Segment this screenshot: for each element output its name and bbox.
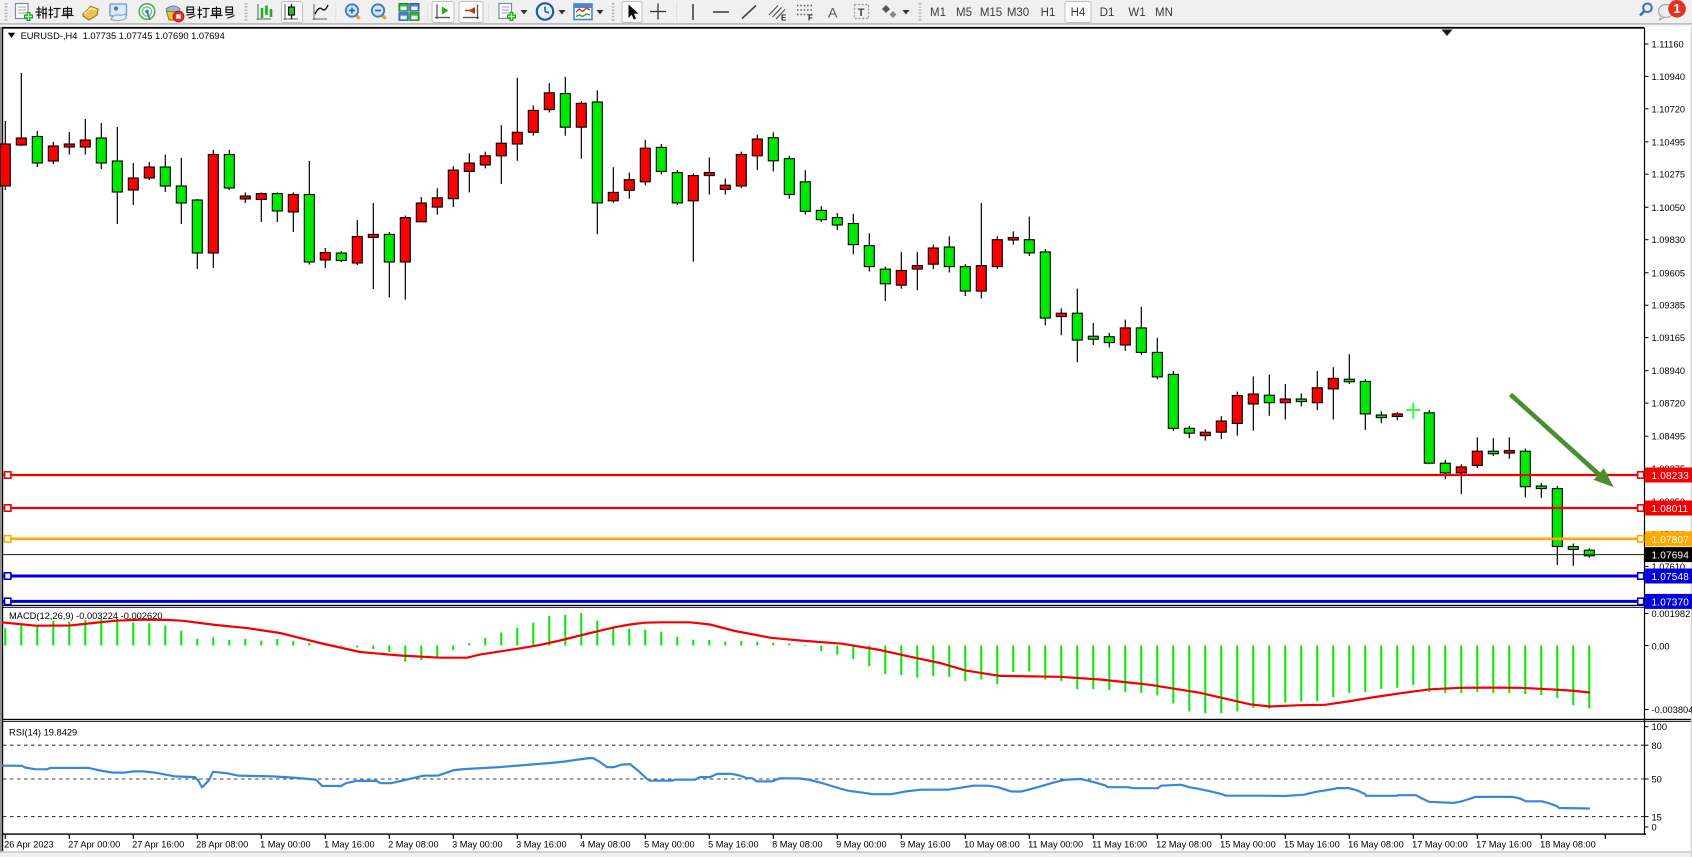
svg-text:RSI(14) 19.8429: RSI(14) 19.8429 <box>9 728 77 738</box>
svg-text:H4: H4 <box>1071 7 1086 19</box>
svg-text:0: 0 <box>1652 823 1657 833</box>
svg-text:M30: M30 <box>1007 7 1029 19</box>
svg-text:11 May 16:00: 11 May 16:00 <box>1092 840 1147 850</box>
svg-text:15 May 16:00: 15 May 16:00 <box>1284 840 1340 850</box>
svg-text:26 Apr 2023: 26 Apr 2023 <box>4 840 54 850</box>
svg-text:28 Apr 08:00: 28 Apr 08:00 <box>196 840 248 850</box>
svg-text:D1: D1 <box>1100 7 1115 19</box>
svg-text:MACD(12,26,9) -0.003224 -0.002: MACD(12,26,9) -0.003224 -0.002620 <box>9 611 163 621</box>
svg-text:1.08495: 1.08495 <box>1652 432 1686 442</box>
svg-text:2 May 08:00: 2 May 08:00 <box>388 840 439 850</box>
svg-text:18 May 08:00: 18 May 08:00 <box>1540 840 1596 850</box>
svg-text:17 May 00:00: 17 May 00:00 <box>1412 840 1468 850</box>
svg-text:3 May 16:00: 3 May 16:00 <box>516 840 567 850</box>
svg-text:8 May 08:00: 8 May 08:00 <box>772 840 823 850</box>
svg-text:16 May 08:00: 16 May 08:00 <box>1348 840 1404 850</box>
svg-text:1.09830: 1.09830 <box>1652 235 1686 245</box>
svg-text:15 May 00:00: 15 May 00:00 <box>1220 840 1276 850</box>
svg-text:15: 15 <box>1652 813 1662 823</box>
svg-text:27 Apr 16:00: 27 Apr 16:00 <box>132 840 184 850</box>
svg-text:1.11160: 1.11160 <box>1652 40 1684 50</box>
svg-text:1.10720: 1.10720 <box>1652 104 1686 114</box>
svg-text:1.10495: 1.10495 <box>1652 137 1686 147</box>
svg-text:-0.003804: -0.003804 <box>1652 705 1692 715</box>
svg-text:3 May 00:00: 3 May 00:00 <box>452 840 503 850</box>
svg-text:50: 50 <box>1652 774 1662 784</box>
svg-text:1.08011: 1.08011 <box>1652 504 1689 515</box>
svg-text:12 May 08:00: 12 May 08:00 <box>1156 840 1212 850</box>
svg-text:0.001982: 0.001982 <box>1652 609 1691 619</box>
svg-text:MN: MN <box>1155 7 1173 19</box>
svg-text:1.10050: 1.10050 <box>1652 203 1686 213</box>
svg-text:5 May 16:00: 5 May 16:00 <box>708 840 759 850</box>
svg-text:0.00: 0.00 <box>1652 642 1670 652</box>
svg-text:5 May 00:00: 5 May 00:00 <box>644 840 695 850</box>
svg-text:E: E <box>781 14 787 23</box>
svg-text:EURUSD-,H4 1.07735 1.07745 1.: EURUSD-,H4 1.07735 1.07745 1.07690 1.076… <box>21 31 225 41</box>
svg-text:10 May 08:00: 10 May 08:00 <box>964 840 1020 850</box>
svg-text:4 May 08:00: 4 May 08:00 <box>580 840 631 850</box>
svg-text:F: F <box>808 14 813 23</box>
svg-text:1.08940: 1.08940 <box>1652 366 1686 376</box>
svg-text:M5: M5 <box>956 7 972 19</box>
svg-text:27 Apr 00:00: 27 Apr 00:00 <box>68 840 120 850</box>
svg-text:T: T <box>858 7 865 19</box>
svg-text:17 May 16:00: 17 May 16:00 <box>1476 840 1532 850</box>
svg-text:9 May 16:00: 9 May 16:00 <box>900 840 951 850</box>
svg-text:100: 100 <box>1652 722 1668 732</box>
svg-text:1.08720: 1.08720 <box>1652 399 1686 409</box>
svg-text:1.09605: 1.09605 <box>1652 268 1686 278</box>
svg-text:11 May 00:00: 11 May 00:00 <box>1028 840 1083 850</box>
svg-text:M1: M1 <box>930 7 946 19</box>
svg-text:H1: H1 <box>1041 7 1056 19</box>
svg-text:1.09385: 1.09385 <box>1652 301 1686 311</box>
svg-text:1.08233: 1.08233 <box>1652 471 1690 482</box>
svg-text:1.07610: 1.07610 <box>1652 562 1686 572</box>
svg-text:1.07807: 1.07807 <box>1652 535 1690 546</box>
svg-text:1 May 00:00: 1 May 00:00 <box>260 840 311 850</box>
svg-text:1.10940: 1.10940 <box>1652 72 1686 82</box>
svg-text:1.10275: 1.10275 <box>1652 170 1686 180</box>
svg-text:A: A <box>828 5 838 21</box>
svg-text:M15: M15 <box>980 7 1002 19</box>
svg-text:1: 1 <box>1673 1 1680 16</box>
svg-text:9 May 00:00: 9 May 00:00 <box>836 840 887 850</box>
svg-text:1.07548: 1.07548 <box>1652 572 1690 583</box>
svg-text:W1: W1 <box>1128 7 1145 19</box>
svg-text:1.07694: 1.07694 <box>1652 551 1690 562</box>
svg-text:1.07370: 1.07370 <box>1652 597 1690 608</box>
svg-text:1 May 16:00: 1 May 16:00 <box>324 840 375 850</box>
svg-text:80: 80 <box>1652 741 1662 751</box>
svg-text:1.09165: 1.09165 <box>1652 333 1686 343</box>
